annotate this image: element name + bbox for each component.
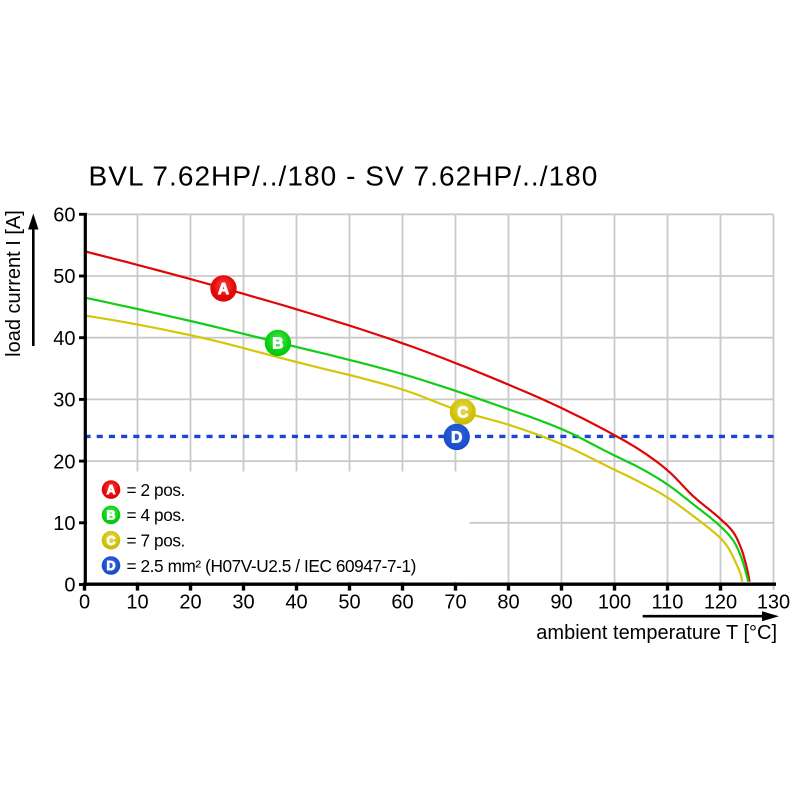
svg-text:C: C xyxy=(106,534,115,548)
svg-text:60: 60 xyxy=(53,205,75,227)
svg-text:B: B xyxy=(106,509,115,523)
svg-text:20: 20 xyxy=(179,592,201,614)
svg-text:ambient temperature T [°C]: ambient temperature T [°C] xyxy=(536,622,777,644)
svg-text:50: 50 xyxy=(53,266,75,288)
svg-text:load current I [A]: load current I [A] xyxy=(3,210,25,357)
svg-text:30: 30 xyxy=(53,390,75,412)
svg-text:130: 130 xyxy=(757,592,790,614)
svg-text:= 4 pos.: = 4 pos. xyxy=(127,505,185,525)
svg-text:40: 40 xyxy=(285,592,307,614)
svg-text:A: A xyxy=(106,483,115,497)
svg-text:10: 10 xyxy=(53,513,75,535)
svg-text:110: 110 xyxy=(652,592,684,614)
svg-text:BVL 7.62HP/../180 - SV 7.62HP/: BVL 7.62HP/../180 - SV 7.62HP/../180 xyxy=(89,161,599,192)
svg-text:20: 20 xyxy=(53,451,75,473)
svg-text:10: 10 xyxy=(126,592,148,614)
svg-text:40: 40 xyxy=(53,328,75,350)
svg-text:60: 60 xyxy=(391,592,413,614)
svg-text:A: A xyxy=(218,281,229,298)
svg-text:B: B xyxy=(272,336,283,353)
svg-text:= 7 pos.: = 7 pos. xyxy=(127,531,185,551)
svg-text:120: 120 xyxy=(704,592,737,614)
svg-text:C: C xyxy=(457,404,468,421)
svg-text:D: D xyxy=(106,559,115,573)
svg-text:70: 70 xyxy=(444,592,466,614)
svg-text:0: 0 xyxy=(79,592,90,614)
svg-text:= 2 pos.: = 2 pos. xyxy=(127,480,185,500)
svg-text:30: 30 xyxy=(232,592,254,614)
svg-text:= 2.5 mm² (H07V-U2.5 / IEC 609: = 2.5 mm² (H07V-U2.5 / IEC 60947-7-1) xyxy=(127,556,416,576)
svg-text:80: 80 xyxy=(497,592,519,614)
svg-text:0: 0 xyxy=(64,575,75,597)
svg-text:D: D xyxy=(451,430,462,447)
svg-text:90: 90 xyxy=(550,592,572,614)
svg-text:100: 100 xyxy=(598,592,631,614)
svg-text:50: 50 xyxy=(338,592,360,614)
